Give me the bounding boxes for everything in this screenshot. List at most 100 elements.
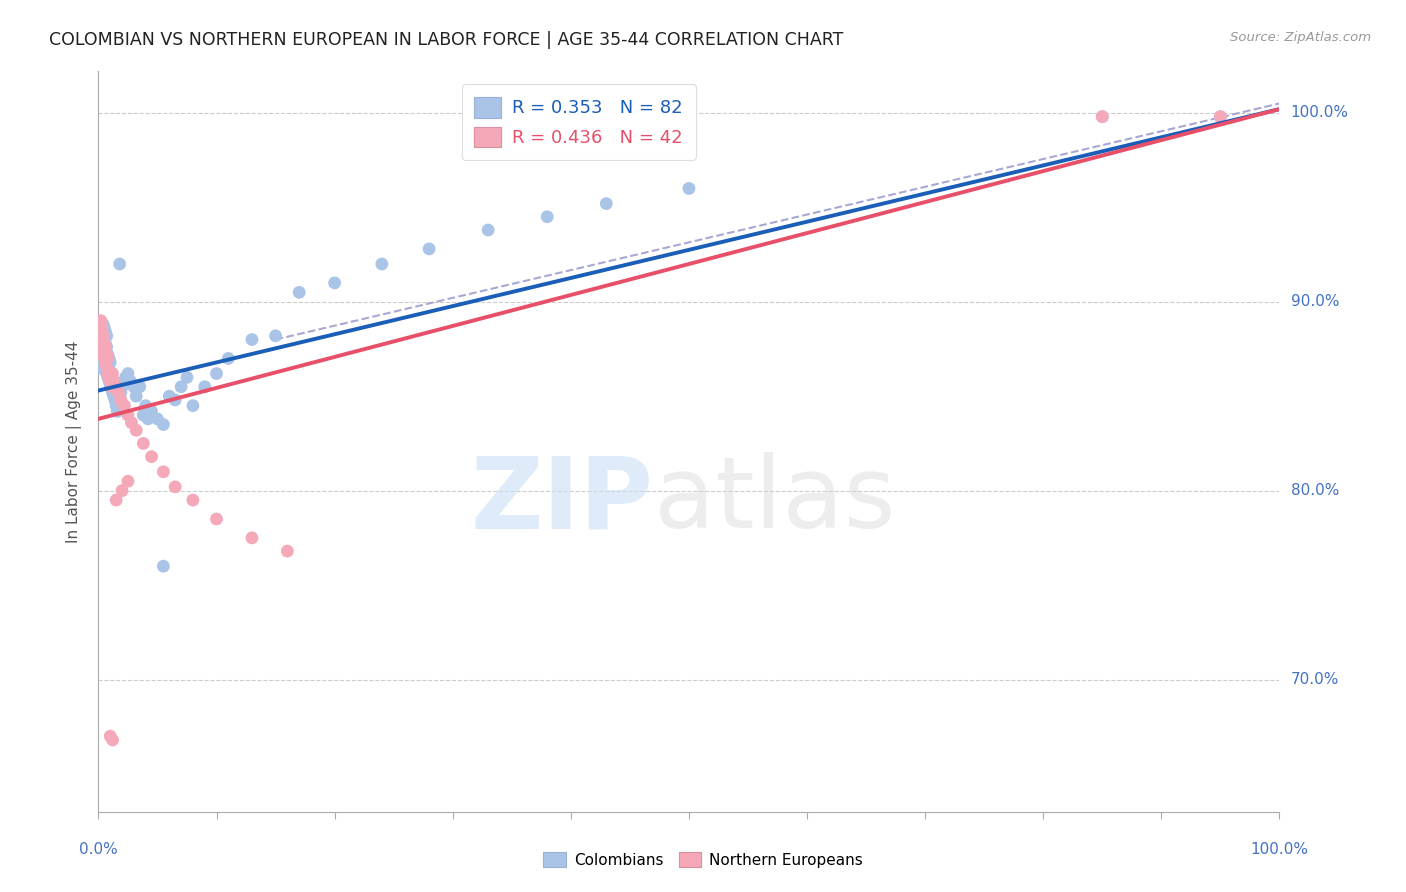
Legend: R = 0.353   N = 82, R = 0.436   N = 42: R = 0.353 N = 82, R = 0.436 N = 42	[461, 84, 696, 160]
Point	[205, 512, 228, 526]
Point	[98, 363, 121, 377]
Point	[176, 370, 198, 384]
Point	[89, 323, 111, 337]
Point	[91, 351, 114, 366]
Point	[108, 257, 131, 271]
Point	[125, 423, 148, 437]
Point	[276, 544, 298, 558]
Point	[104, 392, 127, 407]
Point	[101, 374, 124, 388]
Point	[101, 367, 124, 381]
Point	[165, 480, 187, 494]
Point	[101, 733, 124, 747]
Point	[97, 359, 120, 373]
Point	[418, 242, 440, 256]
Point	[181, 399, 204, 413]
Point	[205, 367, 228, 381]
Point	[94, 355, 117, 369]
Point	[94, 340, 117, 354]
Point	[94, 325, 117, 339]
Text: 80.0%: 80.0%	[1291, 483, 1339, 498]
Point	[152, 417, 174, 432]
Point	[141, 450, 163, 464]
Point	[114, 370, 136, 384]
Point	[1091, 110, 1114, 124]
Point	[288, 285, 311, 300]
Point	[110, 392, 132, 407]
Text: ZIP: ZIP	[471, 452, 654, 549]
Point	[371, 257, 394, 271]
Point	[111, 380, 134, 394]
Text: 0.0%: 0.0%	[79, 842, 118, 857]
Point	[94, 336, 117, 351]
Point	[98, 374, 121, 388]
Point	[181, 493, 204, 508]
Legend: Colombians, Northern Europeans: Colombians, Northern Europeans	[537, 846, 869, 873]
Text: 70.0%: 70.0%	[1291, 672, 1339, 687]
Point	[240, 333, 263, 347]
Point	[122, 380, 145, 394]
Point	[91, 328, 114, 343]
Point	[110, 385, 132, 400]
Point	[93, 351, 115, 366]
Point	[136, 412, 159, 426]
Point	[93, 333, 115, 347]
Point	[98, 377, 121, 392]
Point	[194, 380, 217, 394]
Point	[125, 389, 148, 403]
Point	[91, 318, 114, 332]
Point	[94, 360, 117, 375]
Point	[117, 367, 139, 381]
Point	[91, 318, 114, 332]
Text: 100.0%: 100.0%	[1291, 105, 1348, 120]
Point	[91, 348, 114, 362]
Point	[90, 348, 112, 362]
Point	[117, 408, 139, 422]
Point	[107, 385, 129, 400]
Text: COLOMBIAN VS NORTHERN EUROPEAN IN LABOR FORCE | AGE 35-44 CORRELATION CHART: COLOMBIAN VS NORTHERN EUROPEAN IN LABOR …	[49, 31, 844, 49]
Point	[152, 465, 174, 479]
Point	[323, 276, 346, 290]
Text: Source: ZipAtlas.com: Source: ZipAtlas.com	[1230, 31, 1371, 45]
Point	[90, 323, 112, 337]
Point	[100, 380, 122, 394]
Point	[90, 342, 112, 356]
Point	[128, 380, 150, 394]
Point	[98, 367, 121, 381]
Point	[132, 408, 155, 422]
Text: 90.0%: 90.0%	[1291, 294, 1339, 310]
Point	[132, 436, 155, 450]
Point	[107, 389, 129, 403]
Point	[477, 223, 499, 237]
Point	[89, 333, 111, 347]
Point	[96, 328, 118, 343]
Point	[91, 336, 114, 351]
Point	[93, 355, 115, 369]
Point	[170, 380, 193, 394]
Point	[108, 392, 131, 407]
Point	[91, 342, 114, 356]
Point	[1091, 110, 1114, 124]
Point	[100, 370, 122, 384]
Point	[97, 367, 120, 381]
Point	[94, 348, 117, 362]
Point	[89, 351, 111, 366]
Point	[103, 389, 125, 403]
Point	[96, 360, 118, 375]
Point	[91, 336, 114, 351]
Point	[157, 389, 180, 403]
Point	[111, 483, 134, 498]
Point	[98, 370, 121, 384]
Point	[240, 531, 263, 545]
Point	[90, 313, 112, 327]
Point	[100, 382, 122, 396]
Point	[90, 360, 112, 375]
Point	[97, 348, 120, 362]
Point	[91, 340, 114, 354]
Point	[112, 399, 135, 413]
Point	[101, 385, 124, 400]
Text: atlas: atlas	[654, 452, 896, 549]
Point	[98, 374, 121, 388]
Point	[91, 321, 114, 335]
Point	[91, 328, 114, 343]
